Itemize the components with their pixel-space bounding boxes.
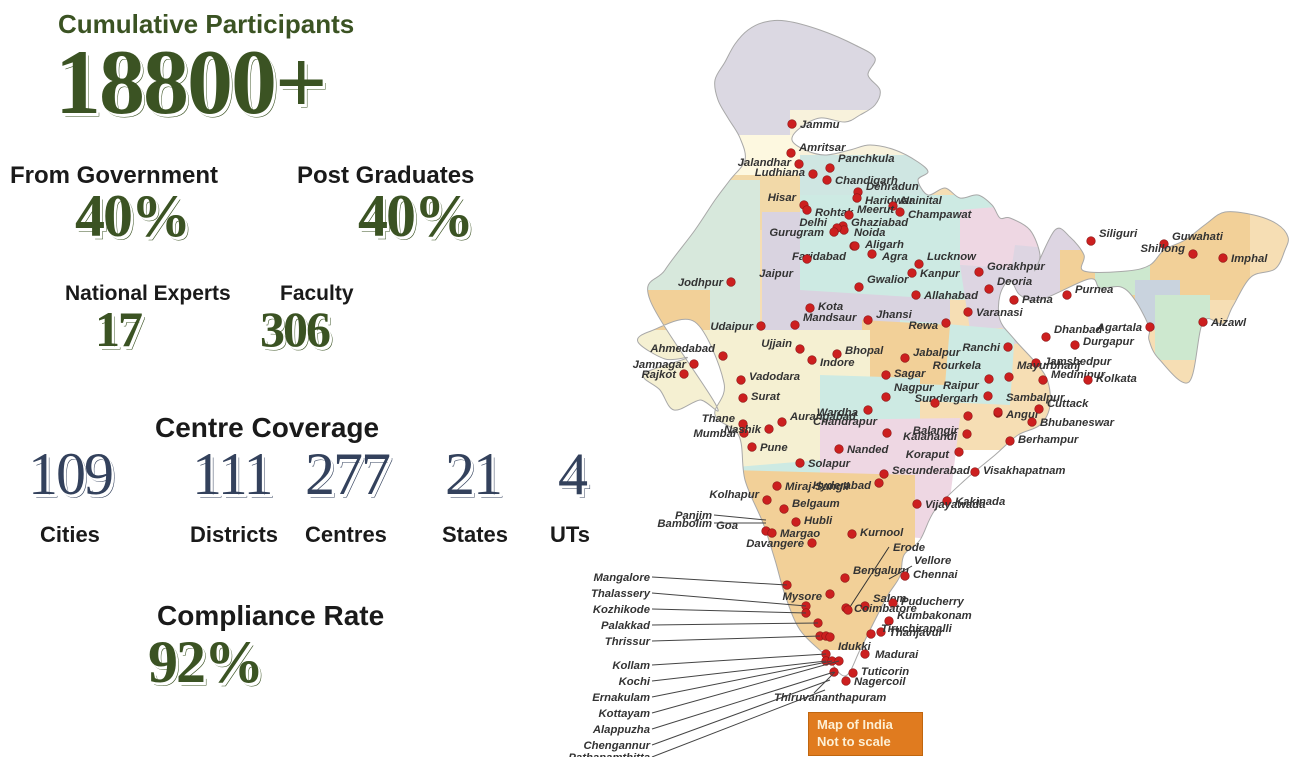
svg-text:Thalassery: Thalassery [591, 588, 651, 600]
svg-text:Jodhpur: Jodhpur [678, 277, 724, 289]
svg-text:Dehradun: Dehradun [866, 181, 919, 193]
svg-text:Varanasi: Varanasi [976, 307, 1024, 319]
svg-text:Pune: Pune [760, 442, 788, 454]
svg-text:Kolkata: Kolkata [1096, 373, 1137, 385]
svg-text:Mayurbhanj: Mayurbhanj [1017, 360, 1081, 372]
svg-text:Sundergarh: Sundergarh [915, 393, 978, 405]
svg-text:Ujjain: Ujjain [761, 338, 792, 350]
svg-text:Purnea: Purnea [1075, 284, 1113, 296]
svg-text:Mandsaur: Mandsaur [803, 312, 857, 324]
svg-text:Ludhiana: Ludhiana [755, 167, 805, 179]
svg-text:Ranchi: Ranchi [962, 342, 1001, 354]
svg-text:Aizawl: Aizawl [1210, 317, 1247, 329]
svg-text:Hyderabad: Hyderabad [813, 480, 872, 492]
svg-text:Erode: Erode [893, 542, 925, 554]
svg-text:Thrissur: Thrissur [605, 636, 651, 648]
svg-text:Tiruchirapalli: Tiruchirapalli [881, 623, 953, 635]
svg-text:Palakkad: Palakkad [601, 620, 651, 632]
svg-text:Jaipur: Jaipur [759, 268, 794, 280]
svg-text:Belgaum: Belgaum [792, 498, 840, 510]
svg-text:Mangalore: Mangalore [594, 572, 651, 584]
svg-text:Jammu: Jammu [800, 119, 840, 131]
svg-text:Siliguri: Siliguri [1099, 228, 1138, 240]
svg-text:Surat: Surat [751, 391, 781, 403]
svg-text:Indore: Indore [820, 357, 855, 369]
svg-text:Noida: Noida [854, 227, 885, 239]
svg-text:Kollam: Kollam [612, 660, 650, 672]
svg-text:Jhansi: Jhansi [876, 309, 913, 321]
svg-text:Shillong: Shillong [1140, 243, 1185, 255]
svg-text:Jabalpur: Jabalpur [913, 347, 961, 359]
svg-text:Ernakulam: Ernakulam [592, 692, 650, 704]
svg-text:Mysore: Mysore [782, 591, 822, 603]
svg-text:Rewa: Rewa [908, 320, 938, 332]
svg-text:Durgapur: Durgapur [1083, 336, 1134, 348]
svg-text:Koraput: Koraput [906, 449, 951, 461]
svg-text:Guwahati: Guwahati [1172, 231, 1224, 243]
svg-text:Davangere: Davangere [746, 538, 804, 550]
svg-text:Champawat: Champawat [908, 209, 973, 221]
svg-text:Imphal: Imphal [1231, 253, 1268, 265]
svg-text:Chengannur: Chengannur [583, 740, 650, 752]
svg-text:Sagar: Sagar [894, 368, 926, 380]
svg-text:Kochi: Kochi [619, 676, 651, 688]
svg-text:Chennai: Chennai [913, 569, 958, 581]
svg-text:Bambolim: Bambolim [657, 518, 712, 530]
svg-text:Pathanamthitta: Pathanamthitta [568, 752, 650, 757]
svg-text:Aligarh: Aligarh [864, 239, 904, 251]
svg-text:Cuttack: Cuttack [1047, 398, 1089, 410]
svg-text:Kalahandi: Kalahandi [903, 431, 958, 443]
svg-text:Nainital: Nainital [901, 195, 943, 207]
svg-text:Rourkela: Rourkela [933, 360, 981, 372]
svg-text:Hubli: Hubli [804, 515, 833, 527]
svg-text:Kanpur: Kanpur [920, 268, 960, 280]
svg-text:Nashik: Nashik [724, 424, 762, 436]
svg-text:Lucknow: Lucknow [927, 251, 977, 263]
svg-text:Berhampur: Berhampur [1018, 434, 1079, 446]
svg-text:Allahabad: Allahabad [923, 290, 979, 302]
svg-text:Nagercoil: Nagercoil [854, 676, 906, 688]
svg-text:Visakhapatnam: Visakhapatnam [983, 465, 1065, 477]
svg-text:Vadodara: Vadodara [749, 371, 800, 383]
svg-text:Idukki: Idukki [838, 641, 872, 653]
svg-text:Meerut: Meerut [857, 204, 895, 216]
svg-text:Nagpur: Nagpur [894, 382, 934, 394]
svg-text:Gurugram: Gurugram [769, 227, 824, 239]
svg-text:Bhopal: Bhopal [845, 345, 884, 357]
svg-text:Alappuzha: Alappuzha [592, 724, 650, 736]
svg-text:Agartala: Agartala [1096, 322, 1142, 334]
svg-text:Thiruvananthapuram: Thiruvananthapuram [774, 692, 886, 704]
svg-text:Vijayawada: Vijayawada [925, 499, 986, 511]
svg-text:Kumbakonam: Kumbakonam [897, 610, 972, 622]
svg-text:Chandrapur: Chandrapur [813, 416, 878, 428]
svg-text:Agra: Agra [881, 251, 908, 263]
svg-text:Hisar: Hisar [768, 192, 797, 204]
svg-text:Kottayam: Kottayam [599, 708, 650, 720]
svg-text:Panchkula: Panchkula [838, 153, 895, 165]
svg-text:Gwalior: Gwalior [867, 274, 909, 286]
svg-text:Bhubaneswar: Bhubaneswar [1040, 417, 1115, 429]
svg-text:Solapur: Solapur [808, 458, 851, 470]
svg-text:Faridabad: Faridabad [792, 251, 847, 263]
svg-text:Ahmedabad: Ahmedabad [649, 343, 716, 355]
svg-text:Deoria: Deoria [997, 276, 1032, 288]
svg-text:Kurnool: Kurnool [860, 527, 904, 539]
svg-text:Gorakhpur: Gorakhpur [987, 261, 1045, 273]
svg-text:Kolhapur: Kolhapur [709, 489, 759, 501]
svg-text:Kozhikode: Kozhikode [593, 604, 650, 616]
svg-text:Vellore: Vellore [914, 555, 951, 567]
svg-text:Goa: Goa [716, 520, 738, 532]
svg-text:Madurai: Madurai [875, 649, 919, 661]
svg-text:Rajkot: Rajkot [641, 369, 677, 381]
svg-text:Raipur: Raipur [943, 380, 979, 392]
svg-text:Nanded: Nanded [847, 444, 890, 456]
svg-text:Secunderabad: Secunderabad [892, 465, 971, 477]
svg-text:Udaipur: Udaipur [710, 321, 753, 333]
svg-text:Patna: Patna [1022, 294, 1053, 306]
